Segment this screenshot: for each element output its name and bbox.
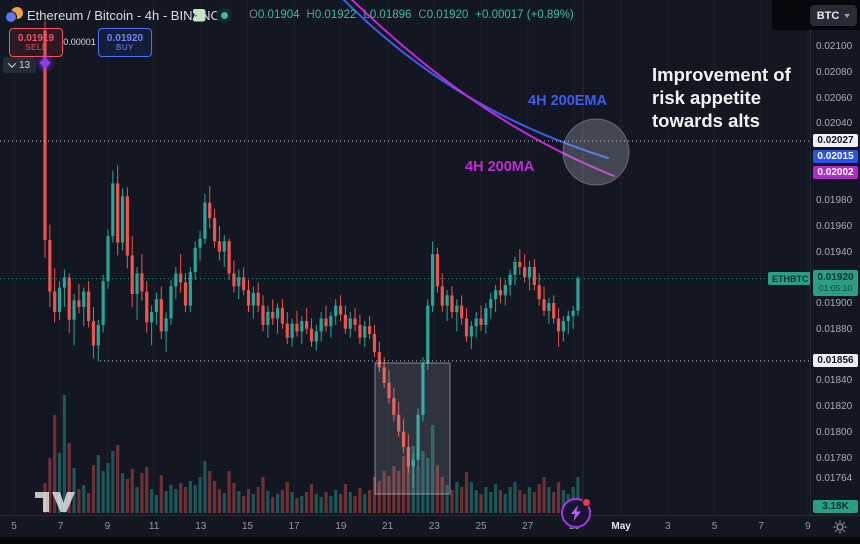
price-tick-label: 0.01960 <box>816 221 853 233</box>
sell-price: 0.01919 <box>17 32 55 44</box>
time-tick-label: 7 <box>758 521 764 532</box>
time-tick-label: 5 <box>711 521 718 532</box>
sell-label: SELL <box>25 42 47 52</box>
last-price-badge: 0.01920 01:05:10 <box>813 270 858 296</box>
price-tick-label: 0.02060 <box>816 92 853 104</box>
open-value: 0.01904 <box>257 9 300 21</box>
time-tick-label: 27 <box>522 521 534 532</box>
high-value: 0.01922 <box>314 9 357 21</box>
candle-countdown-chip[interactable]: 13 <box>3 57 37 73</box>
time-tick-label: 9 <box>805 521 811 532</box>
time-tick-label: 17 <box>288 521 300 532</box>
spread-value: 0.00001 <box>63 37 96 47</box>
flash-event-icon[interactable] <box>561 498 591 528</box>
notification-dot <box>582 498 591 507</box>
open-label: O <box>249 9 258 21</box>
gear-icon[interactable] <box>832 519 848 535</box>
time-tick-label: 3 <box>665 521 671 532</box>
chevron-down-icon <box>844 13 851 18</box>
time-tick-label: 19 <box>335 521 347 532</box>
price-tick-label: 0.02040 <box>816 118 853 130</box>
price-tick-label: 0.01980 <box>816 195 853 207</box>
low-value: 0.01896 <box>369 9 412 21</box>
price-tick-label: 0.01780 <box>816 452 853 464</box>
time-tick-label: 11 <box>148 521 160 532</box>
chart-note-text: Improvement of risk appetite towards alt… <box>652 64 791 131</box>
symbol-price-label: ETHBTC <box>768 272 813 285</box>
volume-badge: 3.18K <box>813 500 858 513</box>
time-tick-label: May <box>611 521 631 532</box>
symbol-title[interactable]: Ethereum / Bitcoin - 4h - BINANCE <box>27 8 229 23</box>
top-right-corner: BTC <box>772 0 860 30</box>
price-tick-label: 0.01880 <box>816 324 853 336</box>
ema-200-label: 4H 200EMA <box>528 93 607 109</box>
market-open-dot <box>220 11 228 19</box>
price-tick-label: 0.01940 <box>816 246 853 258</box>
symbol-pair-icon <box>5 7 23 23</box>
price-tick-label: 0.01764 <box>816 473 853 485</box>
currency-toggle-button[interactable]: BTC <box>810 5 857 26</box>
price-tick-label: 0.02100 <box>816 41 853 53</box>
ema-value-badge: 0.02015 <box>813 150 858 163</box>
time-tick-label: 9 <box>104 521 111 532</box>
price-tick-label: 0.01800 <box>816 426 853 438</box>
bar-countdown: 01:05:10 <box>818 282 853 293</box>
price-axis[interactable]: 0.02100 0.02080 0.02060 0.02040 0.01980 0.019… <box>810 0 860 515</box>
price-tick-label: 0.02080 <box>816 66 853 78</box>
buy-price: 0.01920 <box>106 32 144 44</box>
flag-icon[interactable] <box>193 9 206 27</box>
high-label: H <box>306 9 315 21</box>
time-tick-label: 25 <box>475 521 487 532</box>
time-tick-label: 13 <box>195 521 207 532</box>
price-tick-label: 0.01900 <box>816 298 853 310</box>
ma-200-label: 4H 200MA <box>465 159 535 175</box>
buy-button[interactable]: 0.01920 BUY <box>98 28 152 57</box>
time-tick-label: 21 <box>382 521 394 532</box>
level-high-badge: 0.02027 <box>813 134 858 147</box>
sell-button[interactable]: 0.01919 SELL <box>9 28 63 57</box>
buy-label: BUY <box>116 42 134 52</box>
time-tick-label: 23 <box>428 521 440 532</box>
time-axis[interactable]: 57911131517192123252729May3579 <box>0 515 860 538</box>
low-label: L <box>363 9 370 21</box>
change-value: +0.00017 (+0.89%) <box>475 9 574 21</box>
time-tick-label: 7 <box>57 521 64 532</box>
price-tick-label: 0.01820 <box>816 401 853 413</box>
ma-value-badge: 0.02002 <box>813 166 858 179</box>
ohlc-values: O0.01904 H0.01922 L0.01896 C0.01920 +0.00017… <box>249 9 574 21</box>
close-value: 0.01920 <box>426 9 469 21</box>
window-bottom-edge <box>0 537 860 544</box>
market-status-icon[interactable] <box>216 7 232 23</box>
close-label: C <box>418 9 427 21</box>
last-price-value: 0.01920 <box>817 272 854 284</box>
time-tick-label: 5 <box>11 521 17 532</box>
level-low-badge: 0.01856 <box>813 354 858 367</box>
chevron-down-icon <box>7 59 17 68</box>
price-tick-label: 0.01840 <box>816 375 853 387</box>
time-tick-label: 15 <box>241 521 254 532</box>
tradingview-logo-icon <box>26 489 84 520</box>
chart-header: Ethereum / Bitcoin - 4h - BINANCE O0.019… <box>0 0 770 30</box>
